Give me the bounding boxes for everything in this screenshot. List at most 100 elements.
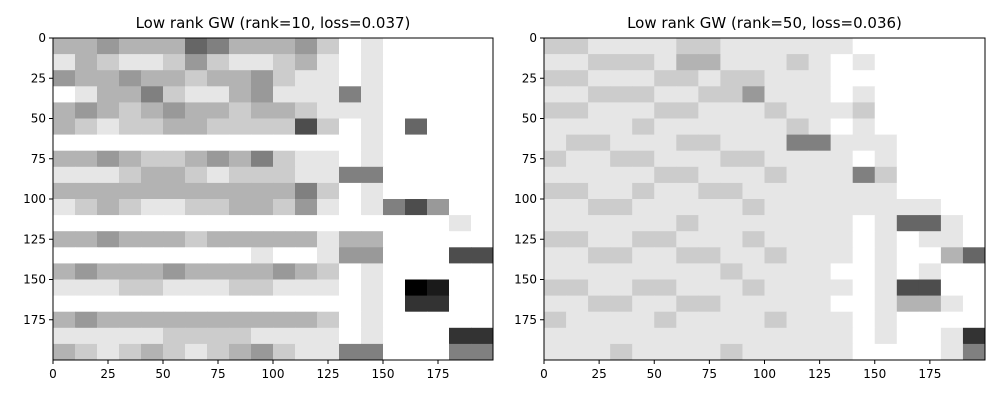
cell — [361, 54, 384, 71]
cell — [676, 118, 699, 136]
cell — [185, 231, 208, 248]
cell — [295, 182, 318, 200]
cell — [449, 343, 472, 361]
cell — [361, 118, 384, 136]
cell — [119, 118, 142, 136]
y-tick-label: 125 — [514, 232, 537, 246]
cell — [764, 102, 788, 119]
cell — [185, 182, 208, 200]
cell — [207, 182, 230, 200]
cell — [764, 86, 788, 103]
cell — [295, 134, 318, 152]
cell — [405, 199, 428, 216]
cell — [720, 70, 743, 87]
cell — [830, 327, 854, 345]
cell — [588, 150, 611, 168]
cell — [405, 231, 428, 248]
cell — [588, 327, 611, 345]
cell — [427, 54, 450, 71]
cell — [896, 279, 920, 297]
cell — [185, 86, 208, 103]
cell — [185, 327, 208, 345]
cell — [654, 231, 677, 248]
cell — [698, 118, 721, 136]
cell — [654, 263, 677, 280]
cell — [405, 343, 428, 361]
cell — [251, 166, 274, 184]
cell — [295, 311, 318, 329]
cell — [339, 182, 362, 200]
cell — [962, 343, 986, 361]
cell — [632, 263, 655, 280]
cell — [698, 54, 721, 71]
cell — [163, 182, 186, 200]
cell — [75, 54, 98, 71]
cell — [361, 134, 384, 152]
cell — [808, 263, 832, 280]
cell — [163, 70, 186, 87]
cell — [830, 247, 854, 264]
y-tick-label: 75 — [522, 152, 537, 166]
y-tick-label: 25 — [31, 71, 46, 85]
cell — [830, 118, 854, 136]
cell — [229, 38, 252, 55]
cell — [896, 134, 920, 152]
cell — [273, 215, 296, 232]
cell — [207, 311, 230, 329]
cell — [588, 215, 611, 232]
cell — [449, 327, 472, 345]
cell — [940, 279, 964, 297]
cell — [720, 263, 743, 280]
cell — [163, 247, 186, 264]
x-tick-label: 150 — [372, 367, 395, 381]
cell — [852, 54, 876, 71]
cell — [742, 150, 765, 168]
cell — [742, 295, 765, 313]
cell — [273, 231, 296, 248]
cell — [764, 166, 788, 184]
cell — [962, 38, 986, 55]
cell — [229, 182, 252, 200]
cell — [317, 54, 340, 71]
cell — [742, 199, 765, 216]
cell — [317, 166, 340, 184]
cell — [75, 295, 98, 313]
cell — [632, 231, 655, 248]
cell — [185, 279, 208, 297]
cell — [317, 86, 340, 103]
cell — [962, 70, 986, 87]
cell — [830, 38, 854, 55]
cell — [566, 38, 589, 55]
cell — [185, 263, 208, 280]
cell — [339, 327, 362, 345]
cell — [962, 182, 986, 200]
cell — [742, 231, 765, 248]
cell — [918, 215, 942, 232]
cell — [874, 182, 898, 200]
y-tick-label: 150 — [514, 273, 537, 287]
cell — [896, 86, 920, 103]
cell — [698, 247, 721, 264]
cell — [251, 263, 274, 280]
cell — [317, 118, 340, 136]
cell — [383, 70, 406, 87]
cell — [251, 150, 274, 168]
cell — [852, 102, 876, 119]
cell — [676, 311, 699, 329]
cell — [471, 247, 494, 264]
cell — [75, 311, 98, 329]
cell — [339, 231, 362, 248]
cell — [229, 54, 252, 71]
cell — [588, 295, 611, 313]
x-tick-label: 50 — [155, 367, 170, 381]
cell — [676, 247, 699, 264]
cell — [588, 182, 611, 200]
cell — [786, 38, 810, 55]
cell — [544, 134, 567, 152]
cell — [295, 231, 318, 248]
cell — [75, 231, 98, 248]
cell — [742, 215, 765, 232]
cell — [544, 199, 567, 216]
cell — [317, 231, 340, 248]
cell — [852, 231, 876, 248]
